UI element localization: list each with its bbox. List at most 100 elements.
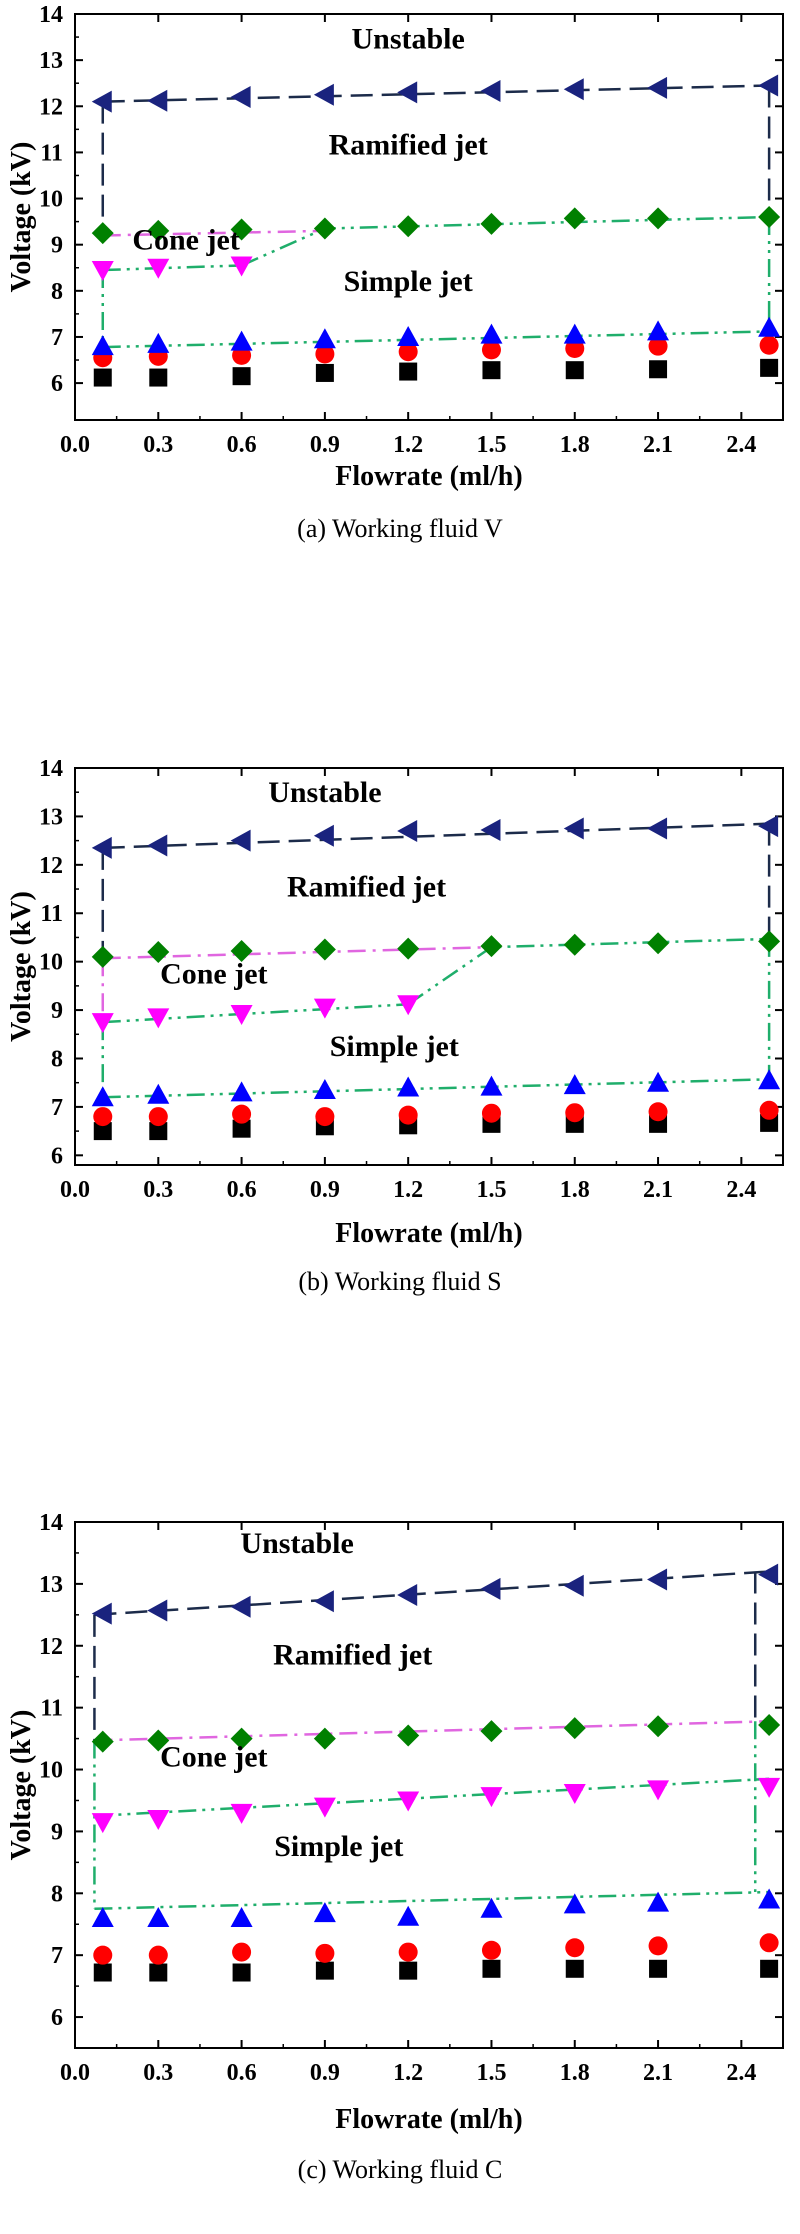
magenta-triangle-down-point (147, 258, 170, 279)
red-circle-point (93, 1107, 113, 1127)
y-tick-label: 11 (40, 140, 63, 166)
black-square-point (232, 367, 251, 386)
x-tick-label: 0.3 (143, 2060, 173, 2086)
x-tick-label: 1.5 (476, 2060, 506, 2086)
blue-triangle-up-point (91, 1907, 114, 1928)
black-square-point (649, 1959, 668, 1978)
y-axis-title: Voltage (kV) (6, 891, 37, 1042)
black-square-point (649, 360, 668, 379)
black-square-point (565, 361, 584, 380)
chart-panel-3: 0.0 0.3 0.6 0.9 1.2 1.5 1.8 2.1 2.4 6 7 8 9 10 11 12 13 1… (6, 1510, 784, 2184)
green-diamond-point (563, 1717, 586, 1740)
x-tick-label: 1.2 (393, 2060, 423, 2086)
red-circle-point (148, 1107, 168, 1127)
black-square-point (232, 1963, 251, 1982)
blue-triangle-up-point (313, 328, 336, 349)
y-tick-label: 12 (39, 853, 63, 879)
magenta-triangle-down-point (91, 261, 114, 282)
x-tick-label: 0.3 (143, 432, 173, 458)
x-tick-label: 0.6 (227, 1177, 257, 1203)
black-square-point (93, 1963, 112, 1982)
magenta-triangle-down-point (230, 1803, 253, 1824)
green-diamond-point (397, 215, 420, 238)
blue-triangle-up-point (91, 335, 114, 356)
y-tick-label: 6 (51, 1143, 63, 1169)
simple-boundary (102, 330, 770, 349)
navy-triangle-left-point (563, 1574, 584, 1597)
red-circle-point (648, 336, 668, 356)
red-circle-point (148, 1945, 168, 1965)
magenta-triangle-down-point (147, 1810, 170, 1831)
navy-triangle-left-point (397, 1584, 418, 1607)
navy-triangle-left-point (647, 76, 668, 99)
green-diamond-point (147, 1729, 170, 1752)
region-label: Simple jet (274, 1830, 403, 1863)
ramified-boundary (94, 1720, 770, 1742)
blue-triangle-up-point (563, 1074, 586, 1095)
blue-triangle-up-point (397, 1905, 420, 1926)
y-tick-label: 13 (39, 804, 63, 830)
magenta-triangle-down-point (230, 256, 253, 277)
navy-triangle-left-point (758, 74, 779, 97)
magenta-triangle-down-point (313, 1797, 336, 1818)
navy-triangle-left-point (397, 81, 418, 104)
y-axis-title: Voltage (kV) (6, 142, 37, 293)
black-square-point (482, 361, 501, 380)
cone-boundary-upper (102, 229, 325, 237)
green-diamond-point (91, 222, 114, 245)
x-tick-label: 1.8 (560, 2060, 590, 2086)
green-diamond-point (230, 1727, 253, 1750)
x-tick-label: 2.4 (726, 2060, 756, 2086)
y-tick-label: 9 (51, 998, 63, 1024)
unstable-boundary (102, 84, 770, 103)
magenta-triangle-down-point (647, 1780, 670, 1801)
navy-triangle-left-point (230, 86, 251, 109)
blue-triangle-up-point (91, 1086, 114, 1107)
blue-triangle-up-point (230, 1081, 253, 1102)
region-label: Ramified jet (273, 1638, 432, 1671)
y-tick-label: 7 (51, 325, 63, 351)
green-diamond-point (563, 933, 586, 956)
region-label: Unstable (351, 23, 464, 56)
navy-triangle-left-point (313, 1590, 334, 1613)
y-tick-label: 12 (39, 1634, 63, 1660)
green-diamond-point (313, 217, 336, 240)
magenta-triangle-down-point (230, 1004, 253, 1025)
x-axis-title: Flowrate (ml/h) (335, 2104, 522, 2135)
unstable-boundary (94, 1570, 770, 1617)
black-square-point (399, 1961, 418, 1980)
red-circle-point (232, 1942, 252, 1962)
green-diamond-point (480, 1720, 503, 1743)
x-tick-label: 1.8 (560, 1177, 590, 1203)
y-tick-label: 9 (51, 1819, 63, 1845)
magenta-triangle-down-point (91, 1013, 114, 1034)
navy-triangle-left-point (147, 834, 168, 857)
y-tick-label: 14 (39, 2, 63, 28)
blue-triangle-up-point (313, 1078, 336, 1099)
green-diamond-point (480, 212, 503, 235)
red-circle-point (565, 1938, 585, 1958)
chart-panel-2: 0.0 0.3 0.6 0.9 1.2 1.5 1.8 2.1 2.4 6 7 8 9 10 11 12 13 1… (6, 756, 784, 1296)
green-diamond-point (230, 218, 253, 241)
x-tick-label: 0.0 (60, 1177, 90, 1203)
cone-boundary-upper (102, 945, 492, 960)
blue-triangle-up-point (147, 1907, 170, 1928)
red-circle-point (565, 338, 585, 358)
green-diamond-point (91, 1730, 114, 1753)
cone-boundary (94, 1777, 770, 1818)
navy-triangle-left-point (313, 824, 334, 847)
navy-triangle-left-point (647, 1568, 668, 1591)
red-circle-point (648, 1936, 668, 1956)
blue-triangle-up-point (647, 320, 670, 341)
green-diamond-point (480, 935, 503, 958)
y-tick-label: 9 (51, 233, 63, 259)
red-circle-point (759, 335, 779, 355)
navy-triangle-left-point (91, 90, 112, 113)
figure-caption: (b) Working fluid S (298, 1267, 501, 1296)
navy-triangle-left-point (91, 836, 112, 859)
navy-triangle-left-point (758, 815, 779, 838)
green-diamond-point (647, 207, 670, 230)
green-diamond-point (313, 938, 336, 961)
green-diamond-point (147, 219, 170, 242)
y-tick-label: 13 (39, 48, 63, 74)
